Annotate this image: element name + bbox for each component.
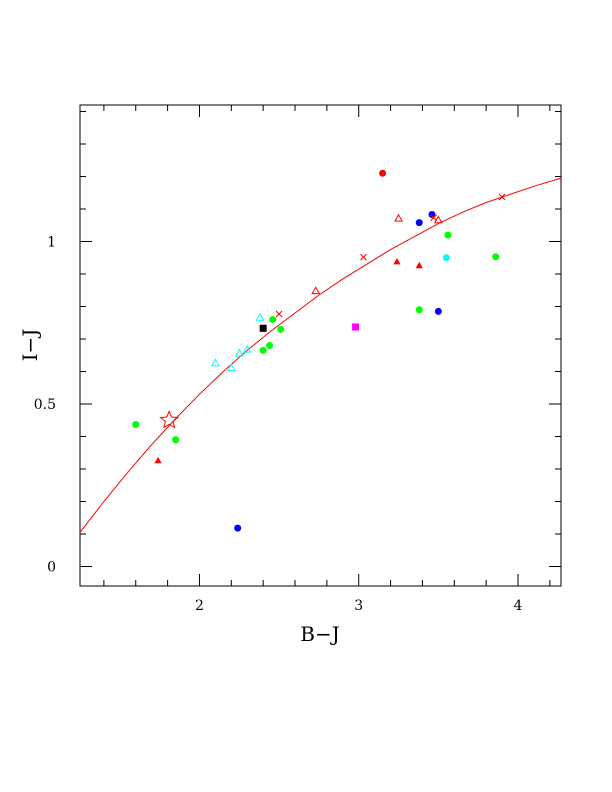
data-point-circle xyxy=(277,325,285,333)
data-point-circle xyxy=(444,231,452,239)
y-tick-label: 0 xyxy=(47,560,56,576)
data-point-cross xyxy=(498,193,506,201)
data-point-circle xyxy=(379,169,387,177)
plot-border xyxy=(79,104,562,587)
data-point-star xyxy=(159,409,180,429)
data-point-square xyxy=(259,324,267,332)
plot-frame xyxy=(79,104,562,587)
data-point-triangle xyxy=(154,456,162,464)
data-point-cross xyxy=(430,214,437,222)
data-point-open-triangle xyxy=(234,348,244,357)
data-point-open-triangle xyxy=(242,344,252,353)
data-point-cross xyxy=(360,253,367,261)
y-axis-label: I−J xyxy=(18,329,42,362)
data-point-circle xyxy=(269,316,277,323)
data-markers xyxy=(132,169,506,532)
data-point-circle xyxy=(132,420,140,428)
data-point-open-triangle xyxy=(255,312,265,321)
data-point-circle xyxy=(434,307,442,315)
x-tick-label: 3 xyxy=(354,598,363,614)
x-axis-label: B−J xyxy=(300,622,339,646)
fit-curve xyxy=(79,177,562,533)
axis-ticks: 2 3 4 0 0.5 1 xyxy=(34,105,561,614)
data-point-circle xyxy=(172,436,180,444)
data-point-open-triangle xyxy=(433,215,443,224)
x-tick-label: 2 xyxy=(195,598,204,614)
data-point-circle xyxy=(259,346,267,354)
data-point-open-triangle xyxy=(210,358,220,367)
data-point-triangle xyxy=(393,257,401,265)
data-point-circle xyxy=(428,211,436,219)
data-point-cross xyxy=(275,310,283,318)
data-point-circle xyxy=(492,253,500,261)
data-point-square xyxy=(352,323,360,331)
data-point-open-triangle xyxy=(226,363,236,372)
data-point-circle xyxy=(266,342,274,349)
data-point-open-triangle xyxy=(394,213,403,222)
data-point-circle xyxy=(234,524,242,532)
data-point-triangle xyxy=(415,261,423,269)
data-point-open-triangle xyxy=(311,286,321,295)
y-tick-label: 1 xyxy=(47,235,56,251)
data-point-circle xyxy=(415,219,423,227)
x-tick-label: 4 xyxy=(514,598,523,614)
data-point-circle xyxy=(415,306,423,314)
y-tick-label: 0.5 xyxy=(34,397,56,413)
fit-curve-layer xyxy=(79,177,562,533)
data-point-circle xyxy=(442,254,450,262)
